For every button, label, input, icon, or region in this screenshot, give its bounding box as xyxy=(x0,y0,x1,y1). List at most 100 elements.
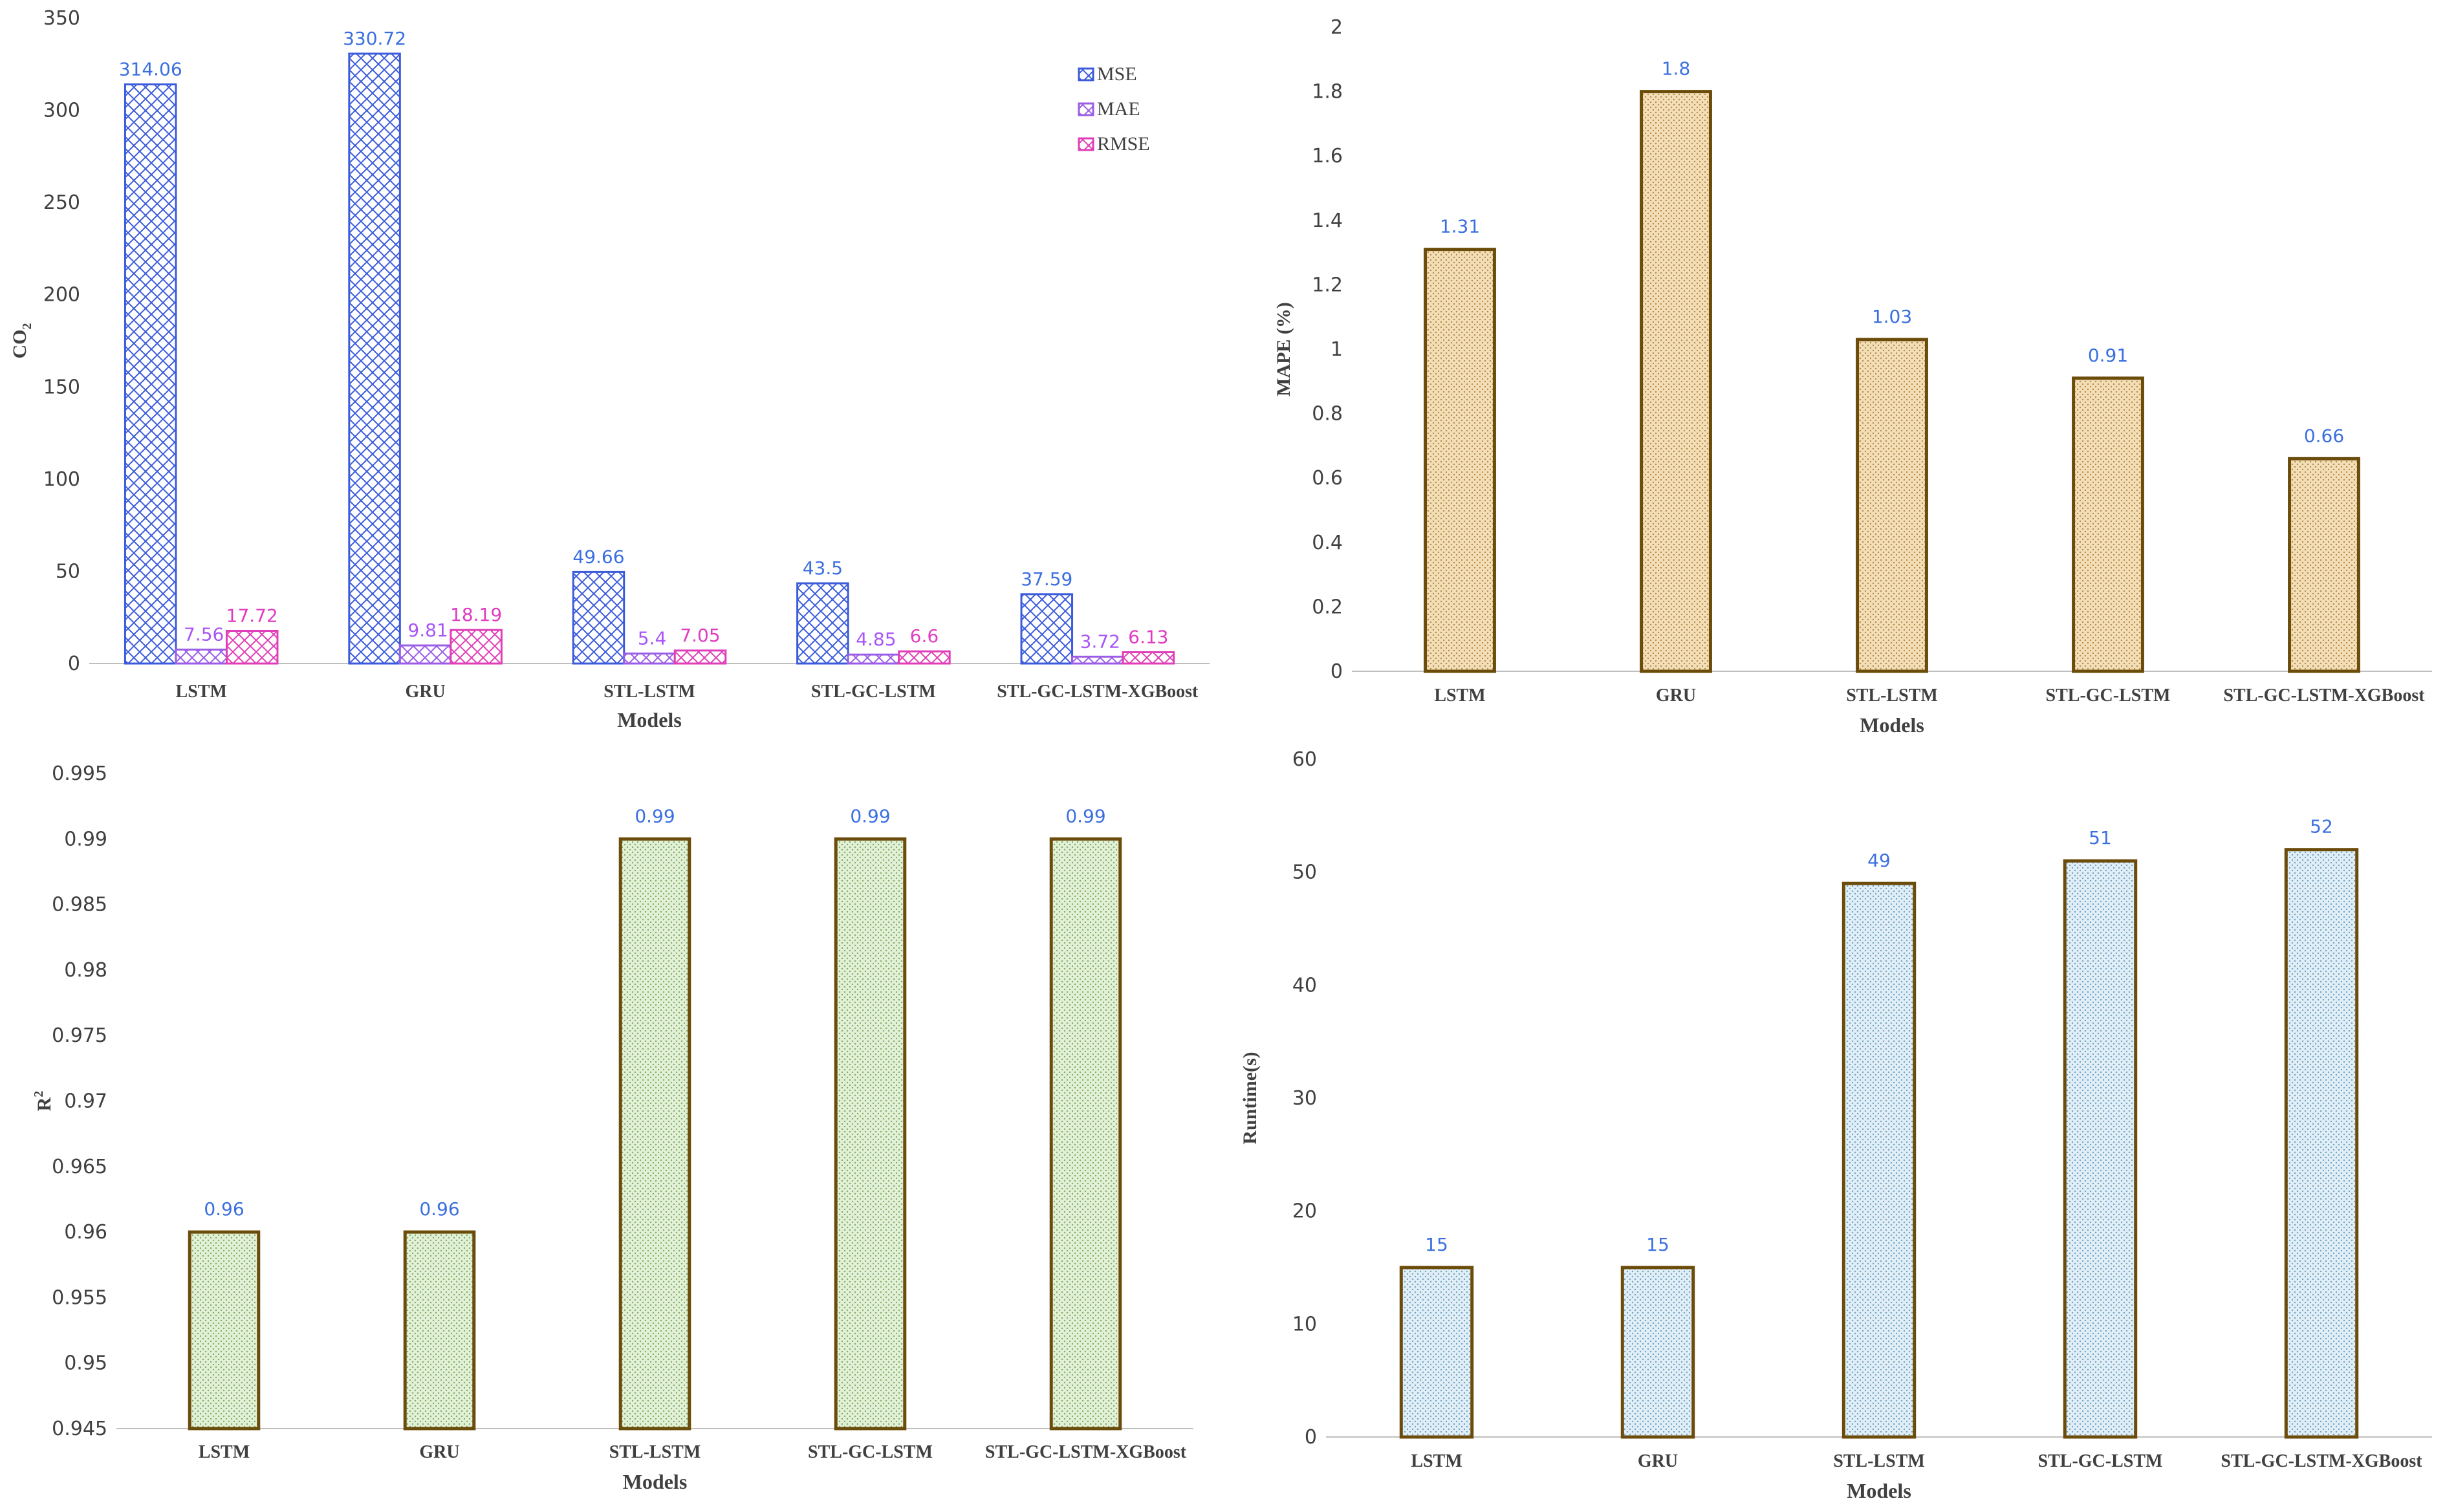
errors-ytick-label: 350 xyxy=(43,7,80,30)
runtime-ytick-label: 0 xyxy=(1305,1426,1317,1449)
errors-bar-mae xyxy=(1071,655,1124,665)
chart-errors-panel: 0 50 100 150 200 250 300 350 LSTM GRU STL-LSTM STL-… xyxy=(0,0,1222,737)
r2-category-label: GRU xyxy=(419,1442,459,1462)
mape-y-title: MAPE (%) xyxy=(1273,302,1294,396)
errors-data-label: 9.81 xyxy=(408,620,448,641)
errors-bar-mae xyxy=(398,644,452,665)
r2-ytick-label: 0.97 xyxy=(64,1090,107,1113)
errors-bar-rmse xyxy=(450,629,503,665)
runtime-category-label: STL-LSTM xyxy=(1833,1451,1925,1471)
chart-runtime-panel: 0 10 20 30 40 50 60 LSTM GRU STL-LSTM STL-GC-LSTM S… xyxy=(1222,737,2445,1512)
errors-data-label: 314.06 xyxy=(119,58,182,80)
mape-bar xyxy=(2288,457,2360,673)
r2-bar xyxy=(188,1230,261,1431)
mape-data-label: 0.91 xyxy=(2088,345,2128,366)
mape-bar xyxy=(1424,248,1496,673)
r2-data-label: 0.96 xyxy=(419,1198,459,1220)
errors-category-label: STL-GC-LSTM-XGBoost xyxy=(997,682,1199,702)
errors-ytick-label: 250 xyxy=(43,191,80,214)
mape-ytick-label: 1.4 xyxy=(1312,210,1343,232)
errors-bar-mse xyxy=(124,83,177,665)
mape-ytick-label: 0.8 xyxy=(1312,403,1343,426)
runtime-ytick-label: 30 xyxy=(1292,1087,1317,1110)
runtime-ytick-label: 10 xyxy=(1292,1313,1317,1335)
r2-category-label: STL-GC-LSTM xyxy=(808,1442,933,1462)
r2-ytick-label: 0.96 xyxy=(64,1221,107,1244)
r2-x-title: Models xyxy=(623,1470,688,1493)
errors-bar-mae xyxy=(847,653,900,665)
r2-bar xyxy=(618,837,691,1431)
r2-bar xyxy=(834,837,907,1431)
errors-bar-mse xyxy=(1020,593,1074,665)
errors-bar-mae xyxy=(175,648,228,665)
errors-bar-mse xyxy=(796,582,849,665)
errors-category-label: GRU xyxy=(405,682,445,702)
mape-category-label: GRU xyxy=(1656,686,1696,706)
errors-data-label: 43.5 xyxy=(803,557,843,579)
r2-ytick-label: 0.95 xyxy=(64,1352,107,1375)
errors-bar-rmse xyxy=(1122,651,1175,665)
r2-ytick-label: 0.985 xyxy=(52,894,107,916)
mape-ytick-label: 0.6 xyxy=(1312,467,1343,490)
errors-category-label: STL-GC-LSTM xyxy=(811,682,936,702)
r2-ytick-label: 0.975 xyxy=(52,1024,107,1047)
errors-category-label: LSTM xyxy=(176,682,227,702)
mape-category-label: STL-GC-LSTM-XGBoost xyxy=(2223,686,2425,706)
errors-data-label: 6.13 xyxy=(1128,627,1168,648)
runtime-ytick-label: 50 xyxy=(1292,861,1317,884)
errors-data-label: 3.72 xyxy=(1080,631,1120,652)
errors-ytick-label: 50 xyxy=(56,560,80,583)
errors-ytick-label: 300 xyxy=(43,100,80,122)
r2-bar xyxy=(1049,837,1122,1431)
r2-ytick-label: 0.98 xyxy=(64,959,107,982)
runtime-data-label: 49 xyxy=(1867,850,1891,871)
runtime-bar xyxy=(2284,848,2359,1439)
chart-r2-panel: 0.945 0.95 0.955 0.96 0.965 0.97 0.975 0.98 0.98… xyxy=(0,737,1222,1512)
chart-r2: 0.945 0.95 0.955 0.96 0.965 0.97 0.975 0.98 0.98… xyxy=(32,762,1193,1493)
mape-category-label: LSTM xyxy=(1434,686,1485,706)
runtime-ytick-label: 20 xyxy=(1292,1200,1317,1223)
errors-data-label: 49.66 xyxy=(572,546,624,567)
runtime-bar xyxy=(1842,881,1917,1439)
errors-y-title: CO2 xyxy=(9,323,34,359)
errors-data-label: 7.05 xyxy=(680,625,720,646)
chart-mape-panel: 0 0.2 0.4 0.6 0.8 1 1.2 1.4 1.6 1.8 2 LSTM GRU STL-LS… xyxy=(1222,0,2445,750)
errors-data-label: 330.72 xyxy=(343,28,406,49)
runtime-category-label: STL-GC-LSTM-XGBoost xyxy=(2221,1451,2422,1471)
runtime-bar xyxy=(1399,1266,1474,1439)
mape-category-label: STL-LSTM xyxy=(1846,686,1938,706)
chart-runtime: 0 10 20 30 40 50 60 LSTM GRU STL-LSTM STL-GC-LSTM S… xyxy=(1239,748,2432,1502)
legend-label-mse: MSE xyxy=(1097,63,1137,85)
runtime-data-label: 52 xyxy=(2310,816,2333,837)
mape-data-label: 1.8 xyxy=(1662,58,1691,80)
r2-ytick-label: 0.945 xyxy=(52,1418,107,1440)
mape-ytick-label: 1.8 xyxy=(1312,81,1343,103)
errors-ytick-label: 200 xyxy=(43,284,80,307)
r2-data-label: 0.96 xyxy=(204,1198,244,1220)
runtime-bar xyxy=(1620,1266,1695,1439)
runtime-ytick-label: 40 xyxy=(1292,974,1317,997)
errors-ytick-label: 150 xyxy=(43,376,80,398)
errors-bar-mse xyxy=(572,570,625,665)
errors-bar-rmse xyxy=(225,629,279,665)
errors-bar-rmse xyxy=(898,650,951,665)
errors-data-label: 5.4 xyxy=(638,628,667,649)
r2-ytick-label: 0.995 xyxy=(52,762,107,785)
legend-swatch-rmse xyxy=(1078,137,1094,151)
runtime-data-label: 51 xyxy=(2089,827,2112,848)
r2-data-label: 0.99 xyxy=(635,805,675,826)
r2-data-label: 0.99 xyxy=(850,805,890,826)
r2-bar xyxy=(403,1230,476,1431)
r2-data-label: 0.99 xyxy=(1065,805,1105,826)
mape-ytick-label: 2 xyxy=(1331,16,1343,39)
errors-ytick-label: 0 xyxy=(68,653,80,675)
runtime-bar xyxy=(2063,859,2138,1439)
chart-errors: 0 50 100 150 200 250 300 350 LSTM GRU STL-LSTM STL-… xyxy=(9,7,1210,731)
mape-bar xyxy=(2072,376,2144,673)
runtime-category-label: LSTM xyxy=(1411,1451,1462,1471)
r2-category-label: STL-GC-LSTM-XGBoost xyxy=(985,1442,1187,1462)
mape-x-title: Models xyxy=(1860,713,1924,737)
errors-x-title: Models xyxy=(617,708,682,731)
mape-bar xyxy=(1856,338,1928,673)
r2-ytick-label: 0.965 xyxy=(52,1156,107,1178)
